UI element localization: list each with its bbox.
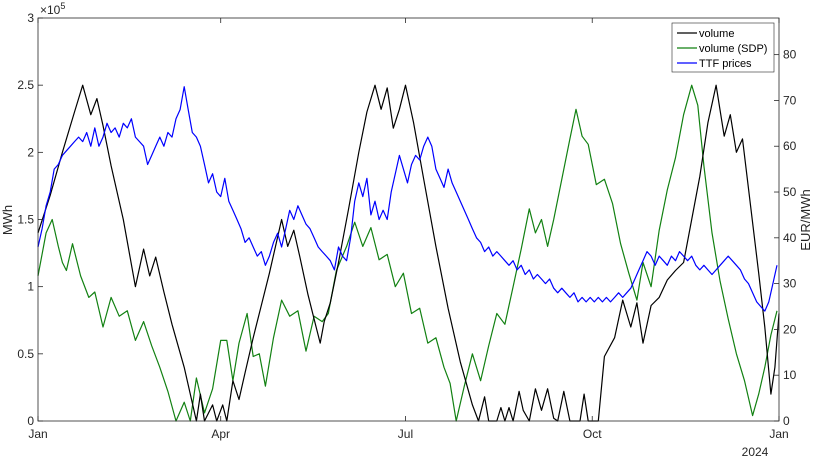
y-right-tick-label: 0 xyxy=(783,414,790,428)
legend-label-volume: volume xyxy=(699,28,734,40)
x-tick-label: Oct xyxy=(583,427,602,441)
y-right-tick-label: 40 xyxy=(783,231,797,245)
y-right-tick-label: 20 xyxy=(783,322,797,336)
y-right-tick-label: 30 xyxy=(783,277,797,291)
y-left-tick-label: 3 xyxy=(27,11,34,25)
x-year-label: 2024 xyxy=(742,445,769,457)
y-right-tick-label: 70 xyxy=(783,93,797,107)
legend-label-ttf: TTF prices xyxy=(699,58,752,70)
exponent-base: ×10 xyxy=(40,3,61,17)
x-tick-label: Jul xyxy=(398,427,413,441)
y-right-tick-label: 50 xyxy=(783,185,797,199)
legend-label-volume-sdp: volume (SDP) xyxy=(699,43,767,55)
x-tick-label: Jan xyxy=(28,427,47,441)
plot-background xyxy=(38,18,779,421)
x-tick-label: Jan xyxy=(769,427,788,441)
y-left-tick-label: 1.5 xyxy=(17,213,34,227)
y-right-tick-label: 80 xyxy=(783,48,797,62)
y-left-tick-label: 2 xyxy=(27,145,34,159)
legend: volume volume (SDP) TTF prices xyxy=(671,22,775,73)
y-left-tick-label: 0 xyxy=(27,414,34,428)
y-left-tick-label: 0.5 xyxy=(17,347,34,361)
y-right-tick-label: 60 xyxy=(783,139,797,153)
y-left-exponent: ×105 xyxy=(40,1,65,17)
y-right-label: EUR/MWh xyxy=(798,189,813,250)
exponent-power: 5 xyxy=(60,1,65,11)
series-line-1 xyxy=(37,84,778,422)
y-left-tick-label: 2.5 xyxy=(17,78,34,92)
y-left-label: MWh xyxy=(0,205,15,235)
axis-layer: Jan Apr Jul Oct Jan00.511.522.53010203040506… xyxy=(17,11,796,441)
x-tick-label: Apr xyxy=(211,427,230,441)
y-right-tick-label: 10 xyxy=(783,368,797,382)
y-left-tick-label: 1 xyxy=(27,280,34,294)
series-line-2 xyxy=(37,86,778,312)
